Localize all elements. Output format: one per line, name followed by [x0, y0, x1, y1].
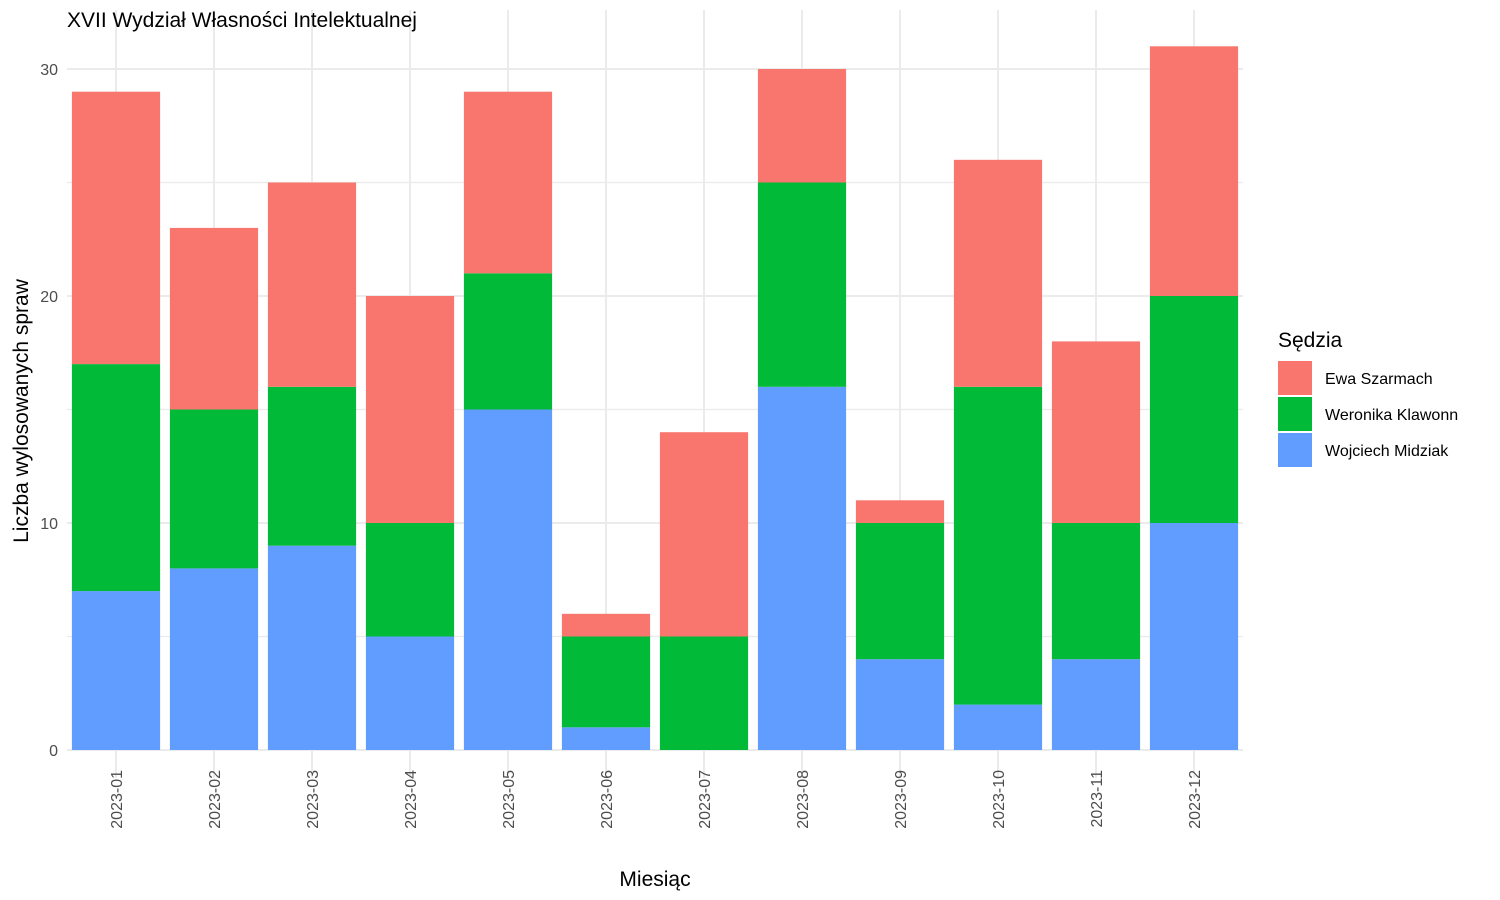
- bar-segment: [953, 704, 1043, 750]
- bar-segment: [1051, 341, 1141, 523]
- x-axis-title: Miesiąc: [619, 868, 690, 891]
- bar-segment: [463, 409, 553, 750]
- bar-segment: [169, 227, 259, 410]
- bar-segment: [71, 91, 161, 365]
- x-tick-label: 2023-09: [893, 770, 910, 829]
- bar-segment: [659, 636, 749, 750]
- bar-segment: [561, 727, 651, 750]
- x-tick-label: 2023-11: [1089, 770, 1106, 828]
- legend-swatch: [1278, 433, 1312, 467]
- x-tick-label: 2023-01: [109, 770, 126, 829]
- bar-segment: [757, 182, 847, 387]
- bar-segment: [365, 636, 455, 750]
- bars: [71, 46, 1239, 750]
- bar-segment: [561, 636, 651, 728]
- bar-segment: [659, 432, 749, 637]
- bar-segment: [169, 409, 259, 569]
- y-tick-label: 0: [49, 743, 58, 760]
- legend: Sędzia Ewa Szarmach Weronika Klawonn Wojci…: [1278, 329, 1458, 467]
- bar-segment: [1149, 296, 1239, 523]
- bar-segment: [267, 386, 357, 546]
- bar-segment: [855, 500, 945, 523]
- legend-title: Sędzia: [1278, 329, 1343, 352]
- bar-segment: [267, 545, 357, 750]
- bar-segment: [953, 159, 1043, 387]
- bar-segment: [757, 386, 847, 750]
- y-tick-label: 30: [40, 62, 58, 79]
- bar-segment: [1051, 523, 1141, 660]
- bar-segment: [855, 523, 945, 660]
- bar-segment: [561, 613, 651, 637]
- legend-swatch: [1278, 361, 1312, 395]
- y-axis-title: Liczba wylosowanych spraw: [10, 278, 33, 543]
- legend-swatch: [1278, 397, 1312, 431]
- bar-segment: [463, 91, 553, 274]
- x-tick-label: 2023-04: [403, 770, 420, 829]
- legend-label: Weronika Klawonn: [1325, 407, 1458, 424]
- bar-segment: [365, 523, 455, 637]
- legend-label: Wojciech Midziak: [1325, 443, 1449, 460]
- bar-segment: [365, 296, 455, 523]
- x-axis-ticks: 2023-01 2023-02 2023-03 2023-04 2023-05 2023-…: [109, 770, 1204, 829]
- bar-segment: [757, 69, 847, 183]
- legend-label: Ewa Szarmach: [1325, 371, 1433, 388]
- bar-segment: [267, 182, 357, 387]
- bar-segment: [953, 386, 1043, 705]
- x-tick-label: 2023-10: [991, 770, 1008, 829]
- x-tick-label: 2023-12: [1187, 770, 1204, 829]
- y-axis-ticks: 0 10 20 30: [40, 62, 58, 760]
- x-tick-label: 2023-05: [501, 770, 518, 829]
- bar-segment: [71, 591, 161, 750]
- y-tick-label: 10: [40, 516, 58, 533]
- bar-segment: [855, 659, 945, 750]
- x-tick-label: 2023-02: [207, 770, 224, 829]
- bar-segment: [463, 273, 553, 410]
- x-tick-label: 2023-08: [795, 770, 812, 829]
- chart-title: XVII Wydział Własności Intelektualnej: [67, 9, 417, 32]
- bar-segment: [1149, 46, 1239, 296]
- x-tick-label: 2023-06: [599, 770, 616, 829]
- y-tick-label: 20: [40, 289, 58, 306]
- bar-segment: [1149, 523, 1239, 750]
- bar-segment: [169, 568, 259, 750]
- x-tick-label: 2023-07: [697, 770, 714, 829]
- x-tick-label: 2023-03: [305, 770, 322, 829]
- bar-segment: [1051, 659, 1141, 750]
- bar-segment: [71, 364, 161, 592]
